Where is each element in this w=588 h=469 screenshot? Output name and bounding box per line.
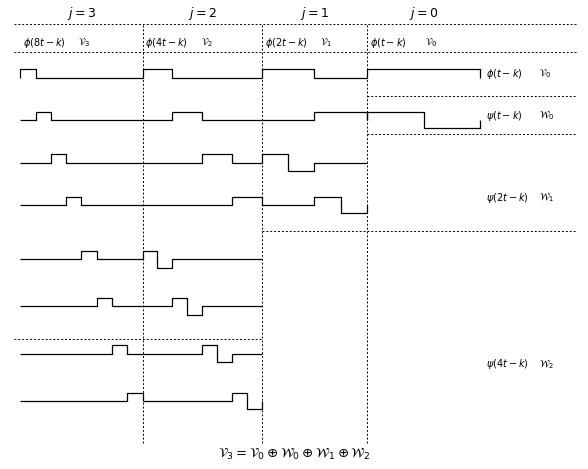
Text: $\psi(2t-k)$: $\psi(2t-k)$ (486, 190, 529, 204)
Text: $\mathcal{V}_2$: $\mathcal{V}_2$ (201, 36, 213, 49)
Text: $\phi(2t-k)$: $\phi(2t-k)$ (265, 36, 308, 50)
Text: $\phi(t-k)$: $\phi(t-k)$ (370, 36, 406, 50)
Text: $\phi(t-k)$: $\phi(t-k)$ (486, 67, 523, 81)
Text: $j = 1$: $j = 1$ (300, 5, 329, 22)
Text: $\mathcal{W}_2$: $\mathcal{W}_2$ (539, 358, 553, 371)
Text: $\mathcal{V}_1$: $\mathcal{V}_1$ (320, 36, 332, 49)
Text: $\mathcal{V}_3$: $\mathcal{V}_3$ (78, 36, 91, 49)
Text: $\mathcal{W}_1$: $\mathcal{W}_1$ (539, 191, 554, 204)
Text: $\psi(4t-k)$: $\psi(4t-k)$ (486, 357, 529, 371)
Text: $j = 2$: $j = 2$ (188, 5, 217, 22)
Text: $\mathcal{V}_0$: $\mathcal{V}_0$ (539, 67, 551, 80)
Text: $j = 0$: $j = 0$ (409, 5, 438, 22)
Text: $\psi(t-k)$: $\psi(t-k)$ (486, 109, 523, 123)
Text: $\phi(8t-k)$: $\phi(8t-k)$ (23, 36, 66, 50)
Text: $\mathcal{V}_0$: $\mathcal{V}_0$ (425, 36, 437, 49)
Text: $\mathcal{V}_3 = \mathcal{V}_0 \oplus \mathcal{W}_0 \oplus \mathcal{W}_1 \oplus : $\mathcal{V}_3 = \mathcal{V}_0 \oplus \m… (218, 447, 370, 462)
Text: $\mathcal{W}_0$: $\mathcal{W}_0$ (539, 109, 554, 122)
Text: $\phi(4t-k)$: $\phi(4t-k)$ (145, 36, 188, 50)
Text: $j = 3$: $j = 3$ (67, 5, 96, 22)
